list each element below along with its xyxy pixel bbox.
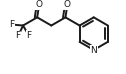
- Text: O: O: [64, 0, 71, 9]
- Text: N: N: [90, 46, 97, 54]
- Text: F: F: [16, 31, 21, 40]
- Text: F: F: [9, 20, 14, 29]
- Text: F: F: [26, 31, 31, 40]
- Text: O: O: [36, 0, 43, 9]
